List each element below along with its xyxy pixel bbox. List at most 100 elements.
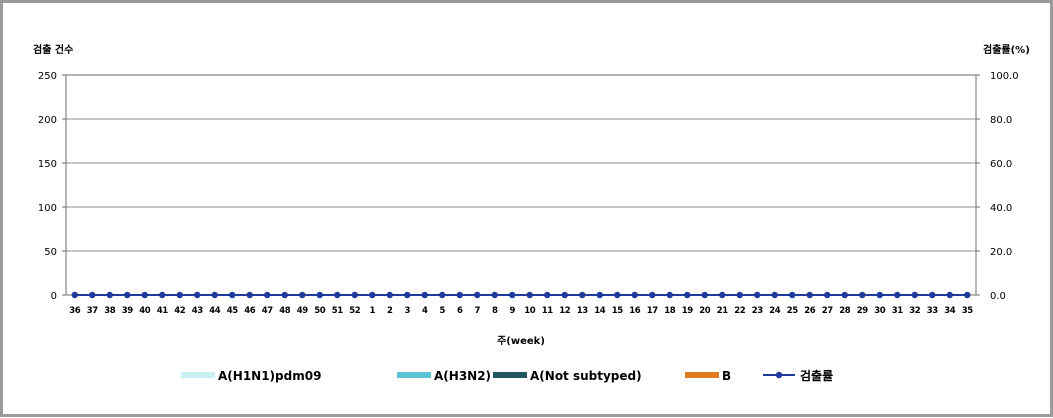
rate-point: [176, 291, 183, 299]
x-tick-label: 37: [87, 306, 99, 316]
rate-point: [456, 291, 463, 299]
rate-point: [806, 291, 813, 299]
x-axis-ticks: 36 37 38 39 40 41 42 43 44 45 46 47 48 49 50 51 52 1 2 3 4 5 6…: [69, 306, 973, 316]
legend-swatch: [493, 372, 527, 378]
x-tick-label: 15: [612, 306, 624, 316]
rate-point: [141, 291, 148, 299]
x-tick-label: 8: [492, 306, 498, 316]
rate-point: [596, 291, 603, 299]
rate-point: [614, 291, 621, 299]
x-tick-label: 29: [857, 306, 869, 316]
rate-point: [701, 291, 708, 299]
x-tick-label: 25: [787, 306, 799, 316]
legend-swatch: [397, 372, 431, 378]
rate-point: [211, 291, 218, 299]
x-tick-label: 41: [157, 306, 169, 316]
left-axis-title: 검출 건수: [33, 43, 73, 56]
legend-swatch: [181, 372, 215, 378]
right-tick-label: 100.0: [990, 71, 1019, 82]
x-tick-label: 7: [474, 306, 480, 316]
right-axis-ticks: 0.0 20.0 40.0 60.0 80.0 100.0: [976, 71, 1019, 302]
rate-point: [159, 291, 166, 299]
x-tick-label: 49: [297, 306, 309, 316]
x-tick-label: 44: [209, 306, 221, 316]
rate-point: [841, 291, 848, 299]
rate-point: [789, 291, 796, 299]
rate-point: [474, 291, 481, 299]
x-tick-label: 23: [752, 306, 764, 316]
x-axis-title: 주(week): [497, 335, 545, 347]
legend-label: B: [722, 369, 731, 383]
x-tick-label: 2: [387, 306, 393, 316]
gridlines: [66, 118, 976, 252]
left-tick-label: 100: [38, 203, 57, 214]
x-tick-label: 22: [734, 306, 746, 316]
rate-point: [859, 291, 866, 299]
rate-point: [369, 291, 376, 299]
rate-point: [946, 291, 953, 299]
x-tick-label: 48: [279, 306, 291, 316]
x-tick-label: 31: [892, 306, 904, 316]
x-tick-label: 20: [699, 306, 711, 316]
x-tick-label: 46: [244, 306, 256, 316]
rate-point: [579, 291, 586, 299]
rate-point: [771, 291, 778, 299]
x-tick-label: 27: [822, 306, 834, 316]
rate-point: [89, 291, 96, 299]
rate-point: [649, 291, 656, 299]
rate-point: [229, 291, 236, 299]
x-tick-label: 33: [927, 306, 939, 316]
x-tick-label: 50: [314, 306, 326, 316]
rate-point: [194, 291, 201, 299]
x-tick-label: 34: [944, 306, 956, 316]
x-tick-label: 1: [369, 306, 375, 316]
plot-border: [65, 74, 977, 296]
rate-point: [894, 291, 901, 299]
right-tick-label: 40.0: [990, 203, 1012, 214]
left-tick-label: 0: [51, 291, 57, 302]
rate-point: [316, 291, 323, 299]
rate-point: [71, 291, 78, 299]
rate-point: [911, 291, 918, 299]
x-tick-label: 9: [509, 306, 515, 316]
x-tick-label: 6: [457, 306, 463, 316]
rate-point: [264, 291, 271, 299]
x-tick-label: 51: [332, 306, 344, 316]
rate-point: [351, 291, 358, 299]
x-tick-label: 4: [422, 306, 428, 316]
legend-label: 검출률: [800, 368, 833, 383]
rate-point: [631, 291, 638, 299]
left-axis-ticks: 0 50 100 150 200 250: [38, 71, 66, 302]
x-tick-label: 30: [874, 306, 886, 316]
rate-point: [124, 291, 131, 299]
left-tick-label: 50: [44, 247, 57, 258]
rate-point: [736, 291, 743, 299]
rate-point: [824, 291, 831, 299]
rate-point: [299, 291, 306, 299]
rate-point: [526, 291, 533, 299]
x-tick-label: 16: [629, 306, 641, 316]
legend-swatch: [685, 372, 719, 378]
rate-point: [386, 291, 393, 299]
right-tick-label: 20.0: [990, 247, 1012, 258]
legend-label: A(Not subtyped): [530, 369, 642, 383]
x-tick-label: 32: [909, 306, 921, 316]
x-tick-label: 18: [664, 306, 676, 316]
x-tick-label: 28: [839, 306, 851, 316]
x-tick-label: 12: [559, 306, 571, 316]
rate-point: [754, 291, 761, 299]
right-tick-label: 0.0: [990, 291, 1006, 302]
x-tick-label: 19: [682, 306, 694, 316]
x-tick-label: 24: [769, 306, 781, 316]
x-tick-label: 26: [804, 306, 816, 316]
rate-point: [106, 291, 113, 299]
rate-point: [684, 291, 691, 299]
x-tick-label: 17: [647, 306, 659, 316]
detection-rate-line: [71, 291, 971, 299]
legend-label: A(H1N1)pdm09: [218, 369, 321, 383]
right-tick-label: 60.0: [990, 159, 1012, 170]
rate-point: [964, 291, 971, 299]
rate-point: [666, 291, 673, 299]
x-tick-label: 47: [262, 306, 274, 316]
left-tick-label: 150: [38, 159, 57, 170]
